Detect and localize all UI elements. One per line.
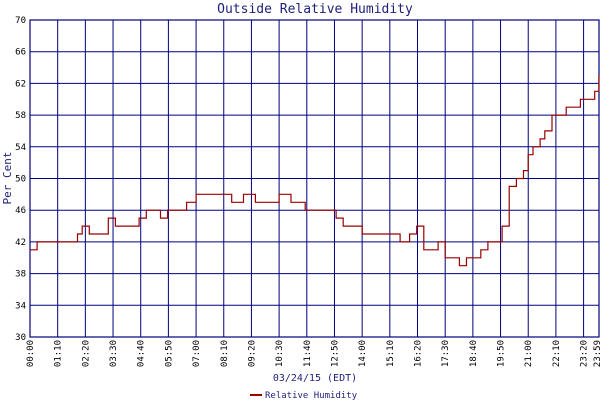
x-axis-label: 03/24/15 (EDT) [273,373,357,384]
legend: Relative Humidity [250,391,358,400]
x-tick-label: 19:50 [497,340,507,367]
chart-title: Outside Relative Humidity [217,2,413,17]
x-tick-label: 16:20 [414,340,424,367]
y-tick-label: 50 [15,175,26,185]
series-line-relative-humidity [30,75,600,267]
x-tick-label: 22:10 [552,340,562,367]
x-tick-label: 14:00 [358,340,368,367]
x-tick-label: 05:50 [164,340,174,367]
y-tick-label: 58 [15,111,26,121]
y-tick-label: 62 [15,79,26,89]
x-tick-label: 15:10 [386,340,396,367]
x-tick-label: 11:40 [303,340,313,367]
y-tick-label: 34 [15,301,26,311]
x-tick-label: 10:30 [275,340,285,367]
x-tick-label: 18:40 [469,340,479,367]
x-tick-label: 02:20 [81,340,91,367]
y-tick-label: 70 [15,16,26,26]
x-tick-label: 12:50 [330,340,340,367]
x-tick-label: 17:30 [441,340,451,367]
y-tick-label: 66 [15,48,26,58]
x-tick-label: 03:30 [109,340,119,367]
x-tick-label: 07:00 [192,340,202,367]
x-tick-label: 21:00 [524,340,534,367]
y-tick-label: 54 [15,143,26,153]
y-tick-label: 30 [15,333,26,343]
x-tick-label: 01:10 [54,340,64,367]
legend-label: Relative Humidity [265,391,358,400]
x-tick-label: 04:40 [137,340,147,367]
x-end-label: 23:59 [593,340,600,367]
x-tick-label: 09:20 [247,340,257,367]
y-tick-label: 46 [15,206,26,216]
x-tick-label: 00:00 [26,340,36,367]
y-tick-label: 42 [15,238,26,248]
x-tick-label: 08:10 [220,340,230,367]
y-tick-label: 38 [15,270,26,280]
y-axis-label: Per Cent [1,152,14,205]
x-tick-label: 23:20 [580,340,590,367]
